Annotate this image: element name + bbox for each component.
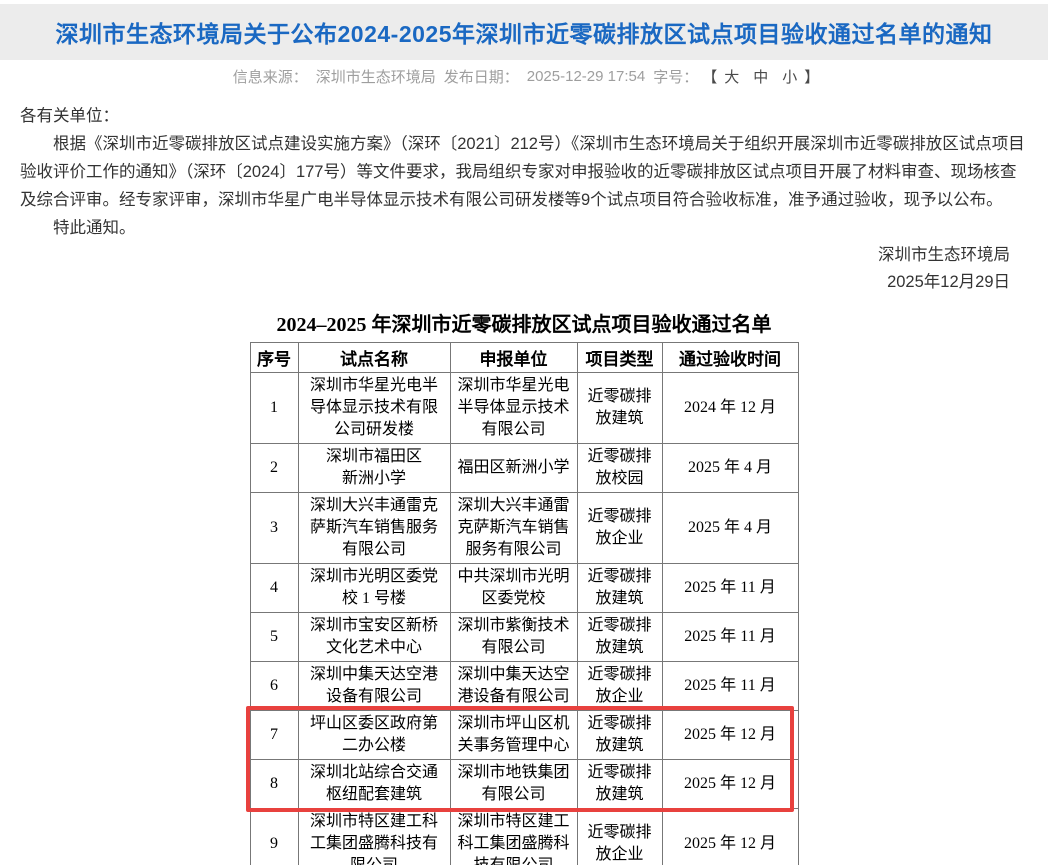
table-row: 4 深圳市光明区委党校 1 号楼 中共深圳市光明区委党校 近零碳排放建筑 2025 年 … — [249, 563, 799, 613]
acceptance-table-section: 2024–2025 年深圳市近零碳排放区试点项目验收通过名单 序号 试点名称 申… — [0, 308, 1048, 865]
fontsize-medium-button[interactable]: 中 — [753, 68, 769, 86]
body-paragraph: 根据《深圳市近零碳排放区试点建设实施方案》（深环〔2021〕212号）《深圳市生… — [20, 135, 1025, 209]
fontsize-large-button[interactable]: 大 — [724, 68, 740, 86]
table-cell: 1 — [249, 372, 299, 444]
table-cell: 3 — [249, 492, 299, 564]
fontsize-small-button[interactable]: 小 — [782, 68, 798, 86]
acceptance-table-body: 1 深圳市华星光电半导体显示技术有限公司研发楼 深圳市华星光电半导体显示技术有限公司… — [249, 372, 799, 865]
meta-date-value: 2025-12-29 17:54 — [526, 67, 646, 85]
page-title-bar: 深圳市生态环境局关于公布2024-2025年深圳市近零碳排放区试点项目验收通过名… — [0, 4, 1048, 60]
table-cell: 近零碳排放建筑 — [576, 710, 663, 760]
col-header-applicant: 申报单位 — [449, 342, 578, 373]
table-row: 3 深圳大兴丰通雷克萨斯汽车销售服务有限公司 深圳大兴丰通雷克萨斯汽车销售服务有限公… — [249, 492, 799, 564]
table-cell: 2024 年 12 月 — [661, 372, 799, 444]
table-cell: 4 — [249, 563, 299, 613]
table-cell: 近零碳排放企业 — [576, 661, 663, 711]
col-header-acceptance-time: 通过验收时间 — [661, 342, 799, 373]
table-cell: 深圳市华星光电半导体显示技术有限公司 — [449, 372, 578, 444]
table-cell: 深圳大兴丰通雷克萨斯汽车销售服务有限公司 — [449, 492, 578, 564]
table-cell: 6 — [249, 661, 299, 711]
fontsize-bracket-close: 】 — [804, 68, 820, 86]
table-cell: 2025 年 12 月 — [661, 710, 799, 760]
table-cell: 2025 年 4 月 — [661, 492, 799, 564]
closing-line: 特此通知。 — [53, 219, 136, 237]
table-cell: 近零碳排放企业 — [576, 492, 663, 564]
table-cell: 5 — [249, 612, 299, 662]
table-cell: 2025 年 12 月 — [661, 759, 799, 809]
table-row: 1 深圳市华星光电半导体显示技术有限公司研发楼 深圳市华星光电半导体显示技术有限公司… — [249, 372, 799, 444]
table-cell: 深圳中集天达空港设备有限公司 — [297, 661, 451, 711]
table-cell: 福田区新洲小学 — [449, 443, 578, 493]
meta-source-label: 信息来源： — [232, 68, 308, 86]
meta-fontsize-label: 字号： — [653, 68, 699, 86]
table-cell: 深圳市紫衡技术有限公司 — [449, 612, 578, 662]
table-row: 6 深圳中集天达空港设备有限公司 深圳中集天达空港设备有限公司 近零碳排放企业 2025… — [249, 661, 799, 711]
signature-block: 深圳市生态环境局 2025年12月29日 — [0, 242, 1048, 296]
table-cell: 坪山区委区政府第二办公楼 — [297, 710, 451, 760]
table-cell: 深圳市特区建工科工集团盛腾科技有限公司 — [449, 808, 578, 865]
table-cell: 2025 年 11 月 — [661, 563, 799, 613]
fontsize-bracket-open: 【 — [702, 68, 718, 86]
col-header-pilot-name: 试点名称 — [297, 342, 451, 373]
notice-body: 各有关单位： 根据《深圳市近零碳排放区试点建设实施方案》（深环〔2021〕212… — [0, 92, 1048, 242]
table-header-row: 序号 试点名称 申报单位 项目类型 通过验收时间 — [249, 342, 799, 373]
table-cell: 2025 年 11 月 — [661, 661, 799, 711]
table-cell: 近零碳排放建筑 — [576, 612, 663, 662]
table-cell: 深圳市华星光电半导体显示技术有限公司研发楼 — [297, 372, 451, 444]
table-row: 9深圳市特区建工科工集团盛腾科技有限公司深圳市特区建工科工集团盛腾科技有限公司近… — [249, 808, 799, 865]
signature-agency: 深圳市生态环境局 — [878, 246, 1010, 264]
table-cell: 9 — [249, 808, 299, 865]
table-cell: 深圳大兴丰通雷克萨斯汽车销售服务有限公司 — [297, 492, 451, 564]
col-header-project-type: 项目类型 — [576, 342, 663, 373]
table-cell: 深圳市光明区委党校 1 号楼 — [297, 563, 451, 613]
table-title: 2024–2025 年深圳市近零碳排放区试点项目验收通过名单 — [276, 314, 772, 336]
table-cell: 中共深圳市光明区委党校 — [449, 563, 578, 613]
highlight-box — [246, 706, 794, 812]
table-cell: 近零碳排放企业 — [576, 808, 663, 865]
table-cell: 深圳市特区建工科工集团盛腾科技有限公司 — [297, 808, 451, 865]
table-cell: 近零碳排放建筑 — [576, 372, 663, 444]
table-cell: 近零碳排放校园 — [576, 443, 663, 493]
meta-source-value: 深圳市生态环境局 — [315, 68, 436, 86]
salutation: 各有关单位： — [20, 107, 119, 125]
table-cell: 深圳市福田区 新洲小学 — [297, 443, 451, 493]
table-cell: 深圳市宝安区新桥文化艺术中心 — [297, 612, 451, 662]
table-row: 2 深圳市福田区 新洲小学 福田区新洲小学 近零碳排放校园 2025 年 4 月 — [249, 443, 799, 493]
table-cell: 深圳中集天达空港设备有限公司 — [449, 661, 578, 711]
table-cell: 2025 年 4 月 — [661, 443, 799, 493]
table-cell: 深圳市坪山区机关事务管理中心 — [449, 710, 578, 760]
page-title: 深圳市生态环境局关于公布2024-2025年深圳市近零碳排放区试点项目验收通过名… — [55, 21, 993, 47]
table-cell: 近零碳排放建筑 — [576, 759, 663, 809]
table-cell: 2025 年 12 月 — [661, 808, 799, 865]
col-header-index: 序号 — [249, 342, 299, 373]
meta-date-label: 发布日期： — [443, 68, 519, 86]
acceptance-table: 序号 试点名称 申报单位 项目类型 通过验收时间 1 深圳市华星光电半导体显示技术… — [249, 342, 799, 865]
signature-date: 2025年12月29日 — [887, 273, 1010, 291]
table-cell: 近零碳排放建筑 — [576, 563, 663, 613]
table-row: 5 深圳市宝安区新桥文化艺术中心 深圳市紫衡技术有限公司 近零碳排放建筑 2025 年 … — [249, 612, 799, 662]
meta-bar: 信息来源： 深圳市生态环境局 发布日期： 2025-12-29 17:54 字号… — [0, 60, 1048, 92]
table-cell: 2025 年 11 月 — [661, 612, 799, 662]
table-row: 7 坪山区委区政府第二办公楼 深圳市坪山区机关事务管理中心 近零碳排放建筑 2025 年… — [249, 710, 799, 760]
table-cell: 2 — [249, 443, 299, 493]
